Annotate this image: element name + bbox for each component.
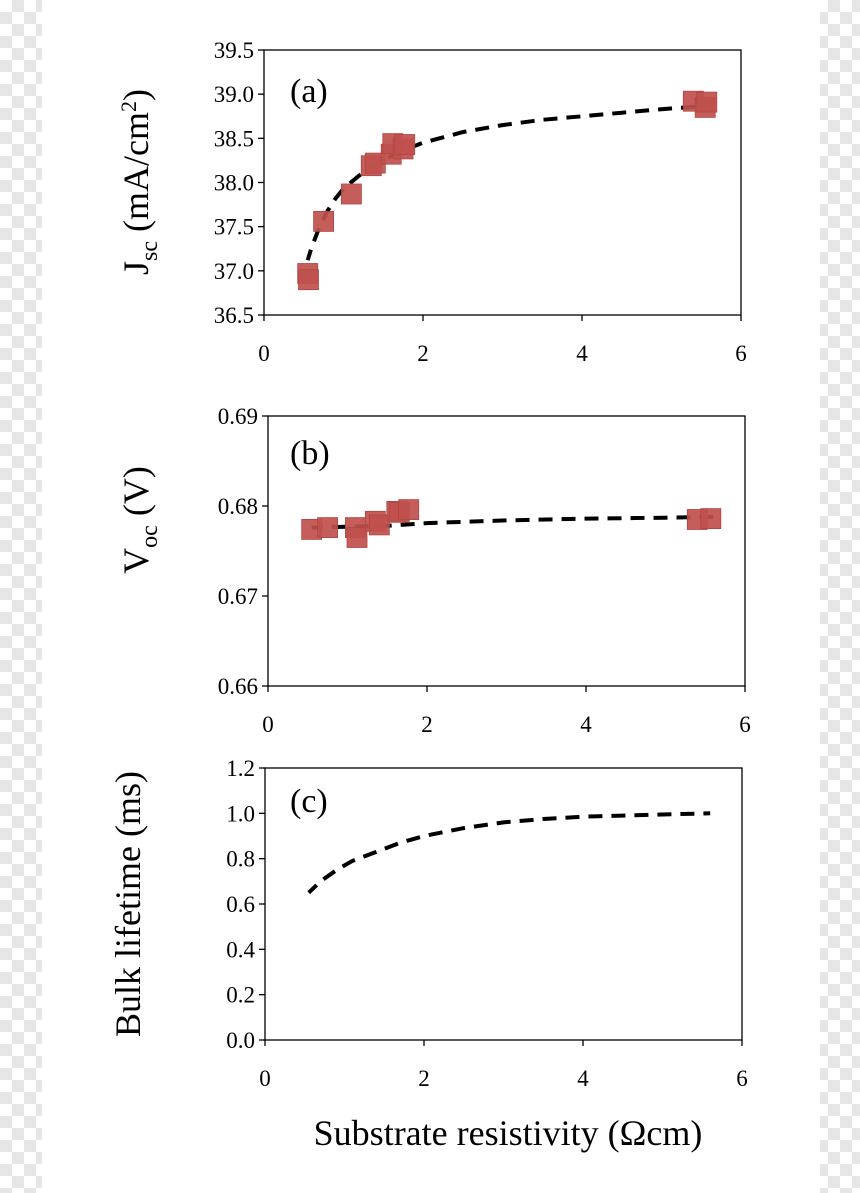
x-tick-label: 0 [262, 712, 274, 737]
data-point [298, 269, 319, 291]
y-tick-label: 1.0 [226, 801, 255, 826]
data-point [340, 183, 362, 205]
panels: 36.5 37.0 37.5 38.0 38.5 39.0 39.5 0 2 4 6 (a) Jsc (… [108, 38, 751, 1091]
data-point [313, 210, 335, 232]
data-point [346, 527, 368, 548]
data-point [368, 514, 390, 536]
x-tick-label: 2 [417, 341, 429, 366]
y-tick-label: 0.69 [218, 404, 258, 429]
x-tick-label: 6 [735, 341, 747, 366]
simulation-curve [307, 811, 711, 895]
data-point [696, 91, 718, 113]
y-tick-label: 0.68 [218, 494, 258, 519]
x-tick-label: 0 [259, 1066, 271, 1091]
data-point [700, 508, 722, 530]
y-tick-label: 39.0 [214, 82, 254, 107]
y-tick-label: 0.67 [218, 584, 258, 609]
y-tick-label: 36.5 [214, 303, 254, 328]
y-tick-label: 0.4 [226, 937, 255, 962]
y-tick-label: 39.5 [214, 38, 254, 63]
x-axis-title: Substrate resistivity (Ωcm) [314, 1113, 703, 1153]
y-tick-label: 0.8 [226, 847, 255, 872]
plot-area [264, 767, 743, 1041]
plot-area [267, 415, 746, 687]
panel-label: (b) [290, 435, 330, 472]
y-tick-label: 1.2 [226, 756, 255, 781]
y-axis-title: Jsc (mA/cm2) [116, 89, 163, 275]
x-tick-label: 4 [580, 712, 592, 737]
panel-b: 0.66 0.67 0.68 0.69 0 2 4 6 (b) Voc (V) [116, 404, 751, 737]
x-tick-label: 4 [576, 341, 588, 366]
y-tick-label: 0.2 [226, 983, 255, 1008]
x-tick-label: 2 [421, 712, 433, 737]
y-tick-label: 38.5 [214, 126, 254, 151]
x-tick-label: 6 [739, 712, 751, 737]
panel-c: 0.0 0.2 0.4 0.6 0.8 1.0 1.2 0 2 4 6 (c) Bulk lifetim… [108, 756, 748, 1091]
y-tick-label: 0.0 [226, 1028, 255, 1053]
plot-area [263, 49, 742, 316]
data-point [394, 134, 416, 155]
panel-label: (c) [290, 783, 328, 820]
y-tick-label: 38.0 [214, 171, 254, 196]
data-point [398, 499, 420, 521]
panel-label: (a) [290, 73, 328, 110]
panel-a: 36.5 37.0 37.5 38.0 38.5 39.0 39.5 0 2 4 6 (a) Jsc (… [116, 38, 747, 366]
y-tick-label: 0.66 [218, 674, 258, 699]
x-tick-label: 6 [736, 1066, 748, 1091]
x-tick-label: 0 [258, 341, 270, 366]
y-tick-label: 37.5 [214, 215, 254, 240]
x-tick-label: 2 [418, 1066, 430, 1091]
x-tick-label: 4 [577, 1066, 589, 1091]
data-point [317, 517, 339, 538]
y-axis-title: Voc (V) [116, 466, 163, 574]
y-tick-label: 37.0 [214, 259, 254, 284]
y-axis-title: Bulk lifetime (ms) [108, 771, 148, 1037]
y-tick-label: 0.6 [226, 892, 255, 917]
